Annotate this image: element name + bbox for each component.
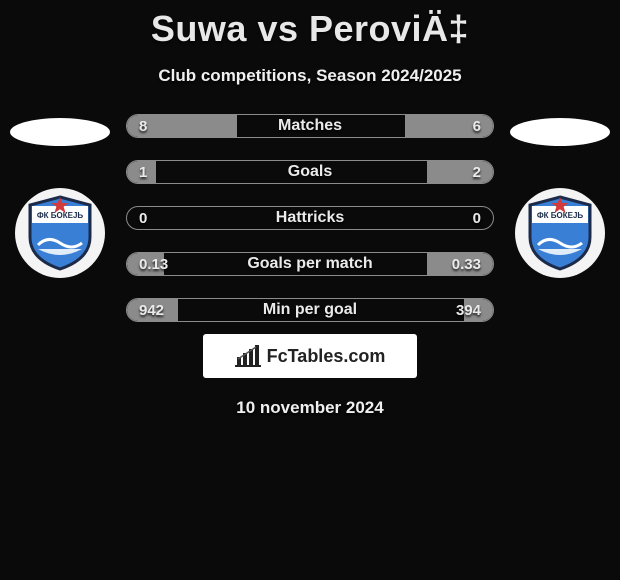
season-subtitle: Club competitions, Season 2024/2025 [0,66,620,86]
stat-value-right: 2 [473,164,481,181]
bar-right [427,161,493,183]
svg-text:ФК БОКЕЈЬ: ФК БОКЕЈЬ [537,211,584,220]
stat-value-right: 0 [473,210,481,227]
flag-dot-left [10,118,110,146]
stat-label: Min per goal [263,301,357,319]
page-title: Suwa vs PeroviÄ‡ [0,0,620,50]
stat-value-right: 6 [473,118,481,135]
stat-value-right: 0.33 [452,256,481,273]
player-right-column: ФК БОКЕЈЬ [500,114,620,278]
stat-value-left: 0 [139,210,147,227]
shield-icon: ФК БОКЕЈЬ [24,195,96,271]
stat-value-left: 0.13 [139,256,168,273]
bar-chart-icon [235,345,261,367]
stat-row: 942 Min per goal 394 [126,298,494,322]
stat-value-left: 1 [139,164,147,181]
comparison-card: Suwa vs PeroviÄ‡ Club competitions, Seas… [0,0,620,580]
stat-row: 0 Hattricks 0 [126,206,494,230]
stats-center: 8 Matches 6 1 Goals 2 0 Hattricks 0 0.13 Goals per… [120,114,500,322]
brand-name: FcTables.com [267,346,386,367]
stat-label: Goals [288,163,332,181]
snapshot-date: 10 november 2024 [0,398,620,418]
brand-logo[interactable]: FcTables.com [203,334,417,378]
stat-label: Matches [278,117,342,135]
player-left-column: ФК БОКЕЈЬ [0,114,120,278]
stat-value-left: 8 [139,118,147,135]
stat-value-left: 942 [139,302,164,319]
stat-row: 0.13 Goals per match 0.33 [126,252,494,276]
stat-label: Goals per match [247,255,372,273]
club-crest-right: ФК БОКЕЈЬ [515,188,605,278]
stat-value-right: 394 [456,302,481,319]
stat-row: 1 Goals 2 [126,160,494,184]
stat-label: Hattricks [276,209,344,227]
club-crest-left: ФК БОКЕЈЬ [15,188,105,278]
shield-icon: ФК БОКЕЈЬ [524,195,596,271]
svg-text:ФК БОКЕЈЬ: ФК БОКЕЈЬ [37,211,84,220]
flag-dot-right [510,118,610,146]
main-area: ФК БОКЕЈЬ 8 Matches 6 1 Goals 2 0 Hattricks 0 0.1… [0,114,620,322]
stat-row: 8 Matches 6 [126,114,494,138]
